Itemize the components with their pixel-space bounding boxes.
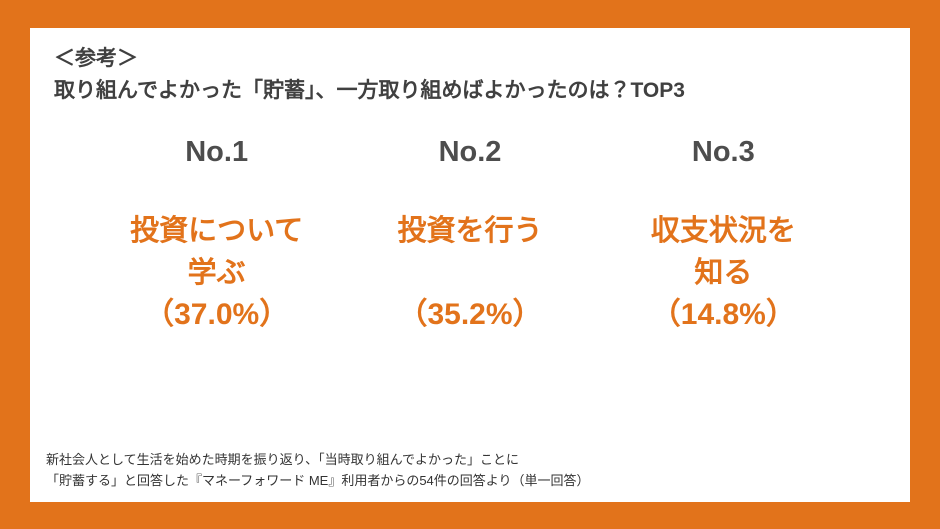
- rank-label-3: No.3: [691, 135, 755, 168]
- item-name-3: 収支状況を 知る: [650, 214, 796, 289]
- item-value-3: （14.8%）: [650, 297, 796, 331]
- item-name-1: 投資について 学ぶ: [130, 214, 304, 289]
- rank-column-1: No.1 投資について 学ぶ （37.0%）: [90, 135, 343, 336]
- page-title: ＜参考＞: [54, 47, 138, 70]
- ranking-columns: No.1 投資について 学ぶ （37.0%） No.2 投資を行う （35.2%…: [30, 135, 910, 336]
- rank-label-2: No.2: [438, 135, 502, 168]
- rank-column-3: No.3 収支状況を 知る （14.8%）: [597, 135, 850, 336]
- item-value-1: （37.0%）: [144, 297, 290, 331]
- rank-column-2: No.2 投資を行う （35.2%）: [343, 135, 596, 336]
- item-name-2: 投資を行う: [397, 214, 543, 247]
- footnote: 新社会人として生活を始めた時期を振り返り、「当時取り組んでよかった」ことに 「貯…: [46, 452, 590, 489]
- slide-subtitle: 取り組んでよかった「貯蓄」、一方取り組めばよかったのは？TOP3: [54, 79, 685, 103]
- slide-header: ＜参考＞ 取り組んでよかった「貯蓄」、一方取り組めばよかったのは？TOP3: [30, 28, 910, 107]
- item-value-2: （35.2%）: [397, 297, 543, 331]
- slide-card: ＜参考＞ 取り組んでよかった「貯蓄」、一方取り組めばよかったのは？TOP3 No…: [30, 28, 910, 502]
- rank-label-1: No.1: [185, 135, 249, 168]
